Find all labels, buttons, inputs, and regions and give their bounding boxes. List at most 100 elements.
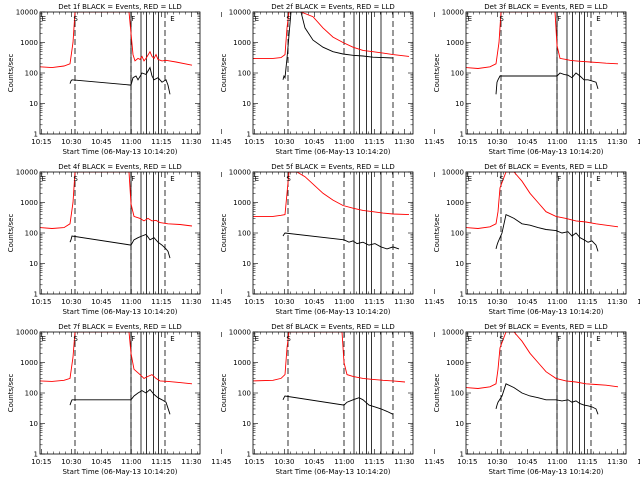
x-tick-label: 10:30 [61, 298, 81, 306]
y-tick-label: 1000 [233, 39, 251, 47]
flag-label: S [73, 15, 78, 23]
x-tick-label: 11:30 [181, 298, 201, 306]
detector-panel: Det 4f BLACK = Events, RED = LLD Start Ti… [7, 163, 231, 316]
x-tick-label: 10:30 [487, 138, 507, 146]
detector-panel: Det 9f BLACK = Events, RED = LLD Start Ti… [433, 323, 640, 476]
x-tick-label: 11:15 [364, 458, 384, 466]
y-tick-label: 1000 [233, 199, 251, 207]
x-tick-label: 11:15 [151, 298, 171, 306]
x-tick-label: 11:45 [211, 458, 231, 466]
x-tick-label: 10:15 [457, 298, 477, 306]
y-tick-label: 1000 [20, 359, 38, 367]
x-tick-label: 10:15 [244, 298, 264, 306]
lld-series-line [40, 172, 193, 229]
x-tick-label: 10:15 [244, 458, 264, 466]
y-tick-label: 100 [25, 70, 38, 78]
flag-label: F [131, 175, 135, 183]
y-tick-label: 100 [451, 70, 464, 78]
x-tick-label: 11:00 [121, 458, 141, 466]
y-tick-label: 1000 [446, 359, 464, 367]
flag-label: E [255, 15, 259, 23]
detector-panel: Det 1f BLACK = Events, RED = LLD Start Ti… [7, 3, 231, 156]
x-tick-label: 11:45 [637, 458, 640, 466]
plot-frame [465, 11, 627, 135]
plot-frame [39, 171, 201, 295]
panel-title: Det 3f BLACK = Events, RED = LLD [484, 3, 607, 11]
x-tick-label: 10:15 [31, 298, 51, 306]
x-tick-label: 10:15 [457, 458, 477, 466]
detector-panel: Det 3f BLACK = Events, RED = LLD Start Ti… [433, 3, 640, 156]
y-tick-label: 1 [460, 291, 464, 299]
y-tick-label: 10 [242, 260, 251, 268]
y-axis-label: Counts/sec [7, 54, 15, 93]
x-tick-label: 10:15 [457, 138, 477, 146]
x-tick-label: 10:45 [304, 138, 324, 146]
panel-title: Det 5f BLACK = Events, RED = LLD [271, 163, 394, 171]
detector-panel: Det 5f BLACK = Events, RED = LLD Start Ti… [220, 163, 444, 316]
y-axis-label: Counts/sec [433, 374, 441, 413]
x-axis-label: Start Time (06-May-13 10:14:20) [62, 468, 177, 476]
y-tick-label: 1 [34, 291, 38, 299]
y-tick-label: 100 [25, 230, 38, 238]
x-tick-label: 10:15 [31, 138, 51, 146]
x-tick-label: 10:30 [487, 458, 507, 466]
x-tick-label: 11:45 [211, 138, 231, 146]
x-tick-label: 11:45 [424, 458, 444, 466]
lld-series-line [40, 12, 193, 69]
y-tick-label: 100 [238, 390, 251, 398]
plot-frame [465, 171, 627, 295]
lld-series-line [253, 12, 410, 59]
lld-series-line [466, 332, 619, 389]
flag-label: S [286, 335, 291, 343]
events-series-line [69, 66, 171, 95]
x-axis-label: Start Time (06-May-13 10:14:20) [275, 148, 390, 156]
flag-label: F [557, 335, 561, 343]
plot-frame [39, 331, 201, 455]
plot-frame [252, 171, 414, 295]
y-tick-label: 10000 [16, 169, 38, 177]
y-tick-label: 10 [242, 100, 251, 108]
y-tick-label: 1 [247, 131, 251, 139]
flag-label: E [255, 175, 259, 183]
flag-label: S [73, 335, 78, 343]
flag-label: F [557, 15, 561, 23]
y-axis-label: Counts/sec [7, 374, 15, 413]
x-tick-label: 11:45 [424, 138, 444, 146]
x-tick-label: 11:00 [121, 138, 141, 146]
y-axis-label: Counts/sec [433, 214, 441, 253]
y-tick-label: 1000 [20, 39, 38, 47]
y-axis-label: Counts/sec [220, 214, 228, 253]
plot-frame [252, 331, 414, 455]
x-tick-label: 11:00 [547, 458, 567, 466]
x-tick-label: 10:45 [91, 458, 111, 466]
events-series-line [69, 388, 171, 415]
y-tick-label: 1 [34, 131, 38, 139]
x-tick-label: 10:15 [244, 138, 264, 146]
x-tick-label: 10:30 [61, 458, 81, 466]
y-tick-label: 10 [29, 420, 38, 428]
x-tick-label: 11:30 [181, 458, 201, 466]
x-tick-label: 11:30 [181, 138, 201, 146]
flag-label: E [42, 175, 46, 183]
lld-series-line [40, 332, 193, 385]
flag-label: F [131, 15, 135, 23]
flag-label: F [131, 335, 135, 343]
x-tick-label: 11:30 [394, 458, 414, 466]
flag-label: E [596, 15, 600, 23]
flag-label: S [499, 15, 504, 23]
flag-label: E [170, 335, 174, 343]
y-tick-label: 10000 [16, 329, 38, 337]
x-tick-label: 10:30 [487, 298, 507, 306]
x-tick-label: 11:30 [394, 138, 414, 146]
y-tick-label: 1 [460, 451, 464, 459]
events-series-line [282, 232, 400, 250]
x-tick-label: 11:00 [547, 298, 567, 306]
lld-series-line [253, 172, 410, 217]
y-tick-label: 10000 [16, 9, 38, 17]
y-tick-label: 10000 [442, 9, 464, 17]
y-axis-label: Counts/sec [433, 54, 441, 93]
flag-label: E [596, 335, 600, 343]
x-tick-label: 10:30 [61, 138, 81, 146]
detector-panel: Det 6f BLACK = Events, RED = LLD Start Ti… [433, 163, 640, 316]
